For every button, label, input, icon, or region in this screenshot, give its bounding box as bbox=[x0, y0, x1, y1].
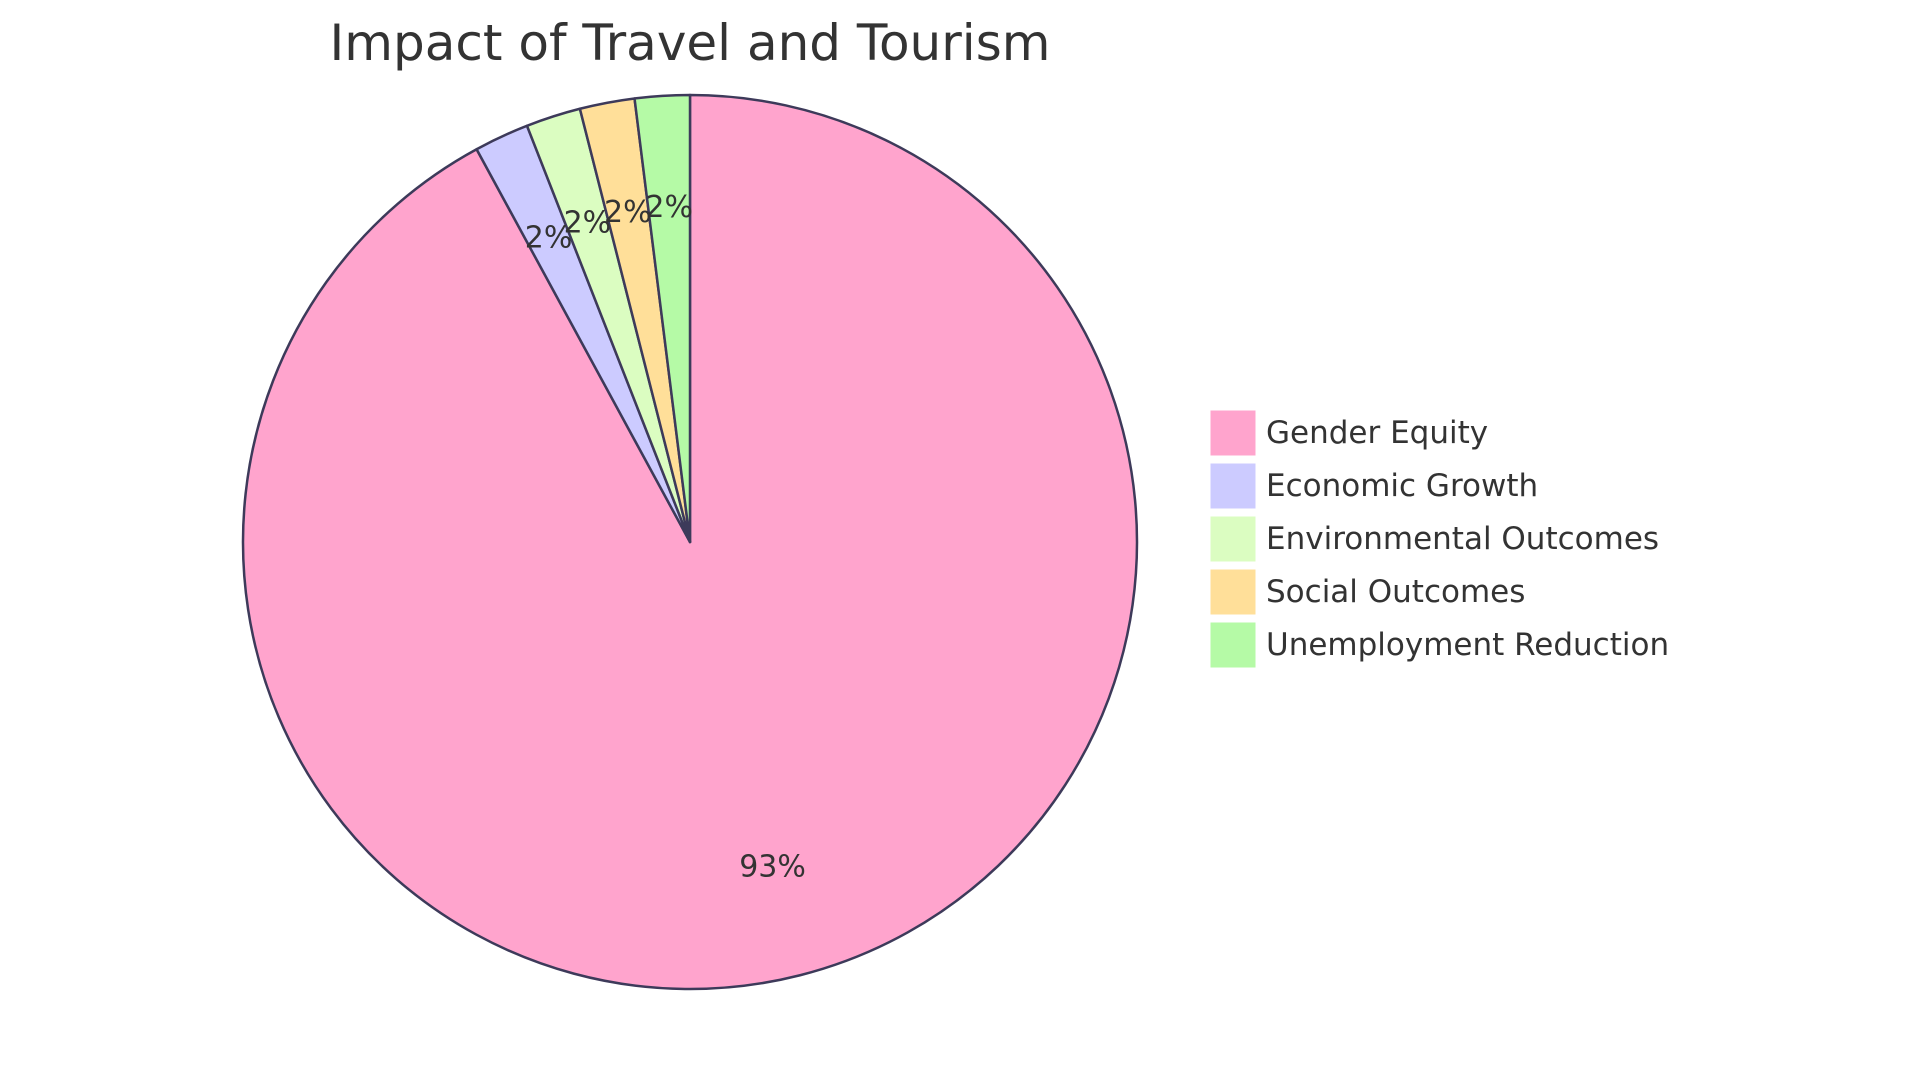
legend-label-economic-growth: Economic Growth bbox=[1266, 468, 1538, 504]
legend-swatch-unemployment-reduction bbox=[1209, 621, 1257, 669]
legend-swatch-social-outcomes bbox=[1209, 568, 1257, 616]
pie-slice-labels: 93%2%2%2%2% bbox=[525, 190, 806, 885]
legend-swatch-economic-growth bbox=[1209, 462, 1257, 510]
slice-label-environmental-outcomes: 2% bbox=[564, 205, 612, 240]
slice-label-social-outcomes: 2% bbox=[604, 195, 652, 230]
slice-label-gender-equity: 93% bbox=[739, 849, 806, 884]
chart-title: Impact of Travel and Tourism bbox=[330, 14, 1051, 72]
legend-label-social-outcomes: Social Outcomes bbox=[1266, 574, 1525, 610]
slice-label-unemployment-reduction: 2% bbox=[645, 190, 693, 225]
legend: Gender Equity Economic Growth Environmenta… bbox=[1209, 409, 1669, 669]
legend-label-environmental-outcomes: Environmental Outcomes bbox=[1266, 521, 1659, 557]
slice-label-economic-growth: 2% bbox=[525, 221, 573, 256]
legend-swatch-gender-equity bbox=[1209, 409, 1257, 457]
legend-swatch-environmental-outcomes bbox=[1209, 515, 1257, 563]
pie-slices bbox=[241, 93, 1139, 991]
legend-label-unemployment-reduction: Unemployment Reduction bbox=[1266, 627, 1669, 663]
pie-slice-unemployment-reduction bbox=[633, 93, 692, 544]
legend-label-gender-equity: Gender Equity bbox=[1266, 415, 1488, 451]
